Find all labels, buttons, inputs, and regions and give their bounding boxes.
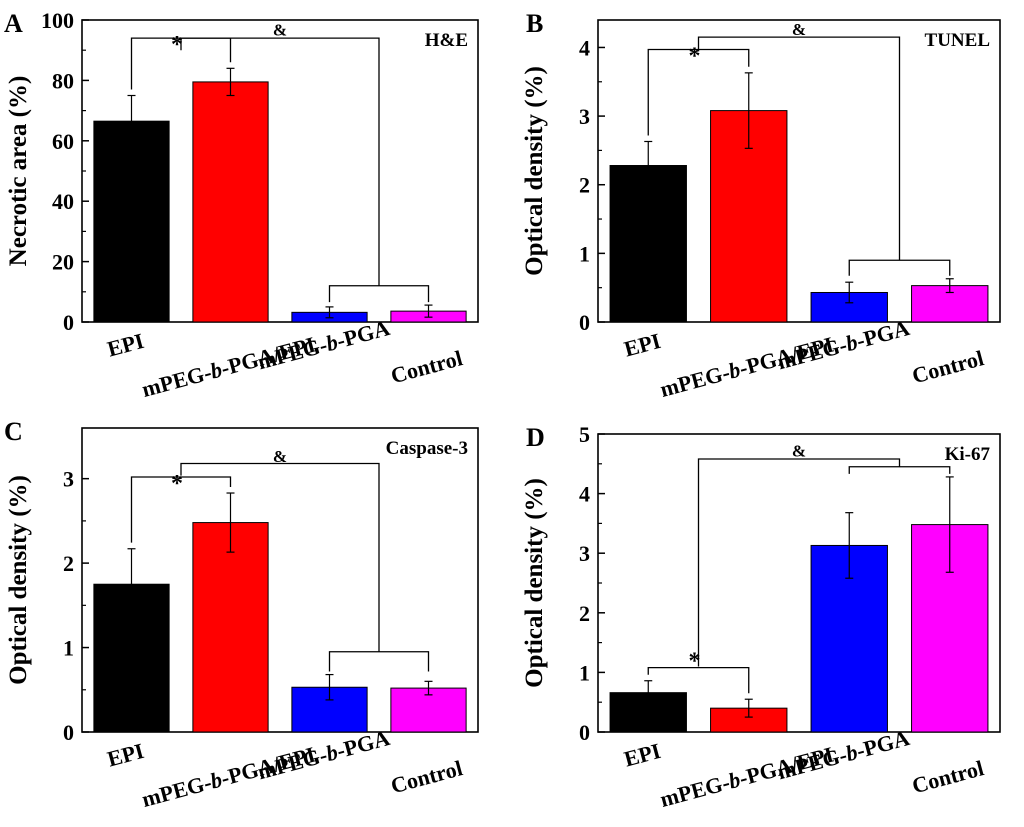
y-axis-label: Necrotic area (%) [5, 76, 32, 267]
y-axis-label: Optical density (%) [521, 478, 548, 688]
x-tick-label-epi: EPI [105, 738, 147, 772]
significance-symbol: * [171, 471, 183, 497]
plot-frame [597, 19, 1001, 323]
group-bracket [180, 462, 380, 652]
x-tick-label-control: Control [388, 755, 465, 798]
panel-letter: B [526, 9, 543, 38]
x-tick-label-mpeg-b-pga: mPEG-b-PGA [775, 725, 913, 784]
x-tick-label-control: Control [909, 755, 986, 798]
y-tick-label: 60 [52, 129, 74, 154]
x-tick-label-control: Control [909, 345, 986, 388]
y-tick-label: 3 [63, 467, 74, 492]
sub-bracket-right [328, 285, 430, 303]
y-tick-label: 2 [579, 173, 590, 198]
x-tick-label-mpeg-b-pga: mPEG-b-PGA [775, 315, 913, 374]
y-tick-label: 0 [579, 720, 590, 745]
sub-bracket-right [848, 259, 951, 276]
panel-c: 0 1 2 3 Optical density (%) C Caspase-3 EPI mPEG… [4, 417, 479, 812]
y-tick-label: 1 [63, 636, 74, 661]
y-tick-label: 80 [52, 68, 74, 93]
y-tick-label: 100 [41, 8, 74, 33]
bar-mpeg-b-pga-epi [192, 522, 269, 733]
y-tick-label: 2 [579, 601, 590, 626]
bar-control [390, 687, 467, 733]
x-tick-label-control: Control [388, 345, 465, 388]
panel-title: TUNEL [925, 30, 990, 51]
x-tick-label-epi: EPI [621, 738, 663, 772]
y-tick-label: 4 [579, 482, 590, 507]
significance-symbol: & [273, 447, 287, 466]
group-bracket [697, 458, 901, 667]
x-tick-label-epi: EPI [621, 328, 663, 362]
y-tick-label: 0 [63, 310, 74, 335]
panel-title: Ki-67 [945, 444, 991, 465]
significance-symbol: * [689, 44, 701, 70]
x-tick-label-mpeg-b-pga: mPEG-b-PGA [255, 315, 393, 374]
significance-bracket [647, 666, 750, 694]
y-tick-label: 5 [579, 422, 590, 447]
significance-bracket [130, 476, 232, 543]
significance-symbol: & [792, 442, 806, 461]
y-tick-label: 20 [52, 250, 74, 275]
x-tick-label-epi: EPI [105, 328, 147, 362]
significance-symbol: * [689, 648, 701, 674]
panel-letter: C [4, 417, 23, 446]
panel-letter: A [4, 9, 23, 38]
y-tick-label: 1 [579, 660, 590, 685]
group-bracket [697, 36, 901, 261]
bar-epi [93, 120, 170, 323]
panel-letter: D [526, 423, 545, 452]
significance-bracket [647, 48, 750, 136]
y-tick-label: 2 [63, 551, 74, 576]
y-tick-label: 3 [579, 104, 590, 129]
y-tick-label: 1 [579, 241, 590, 266]
panel-title: H&E [425, 30, 468, 51]
group-bracket [180, 37, 380, 286]
panel-a: 0 20 40 60 80 100 Necrotic area (%) A H&E EPI mPEG… [4, 8, 479, 402]
bar-epi [609, 165, 687, 323]
y-tick-label: 40 [52, 189, 74, 214]
x-tick-label-mpeg-b-pga: mPEG-b-PGA [255, 725, 393, 784]
panel-title: Caspase-3 [386, 438, 468, 459]
significance-symbol: & [792, 20, 806, 39]
y-tick-label: 0 [579, 310, 590, 335]
y-tick-label: 0 [63, 720, 74, 745]
panel-b: 0 1 2 3 4 Optical density (%) B TUNEL EPI mPEG-b-… [521, 9, 1001, 402]
y-tick-label: 4 [579, 35, 590, 60]
plot-frame [81, 427, 479, 733]
y-axis-label: Optical density (%) [5, 475, 32, 685]
y-axis-label: Optical density (%) [521, 66, 548, 276]
panel-d: 0 1 2 3 4 5 Optical density (%) D Ki-67 EPI mPEG-b… [521, 422, 1001, 812]
significance-symbol: & [273, 21, 287, 40]
bar-mpeg-b-pga-epi [192, 81, 269, 323]
sub-bracket-right [328, 651, 430, 672]
significance-symbol: * [171, 32, 183, 58]
y-tick-label: 3 [579, 541, 590, 566]
sub-bracket-right [848, 466, 951, 474]
